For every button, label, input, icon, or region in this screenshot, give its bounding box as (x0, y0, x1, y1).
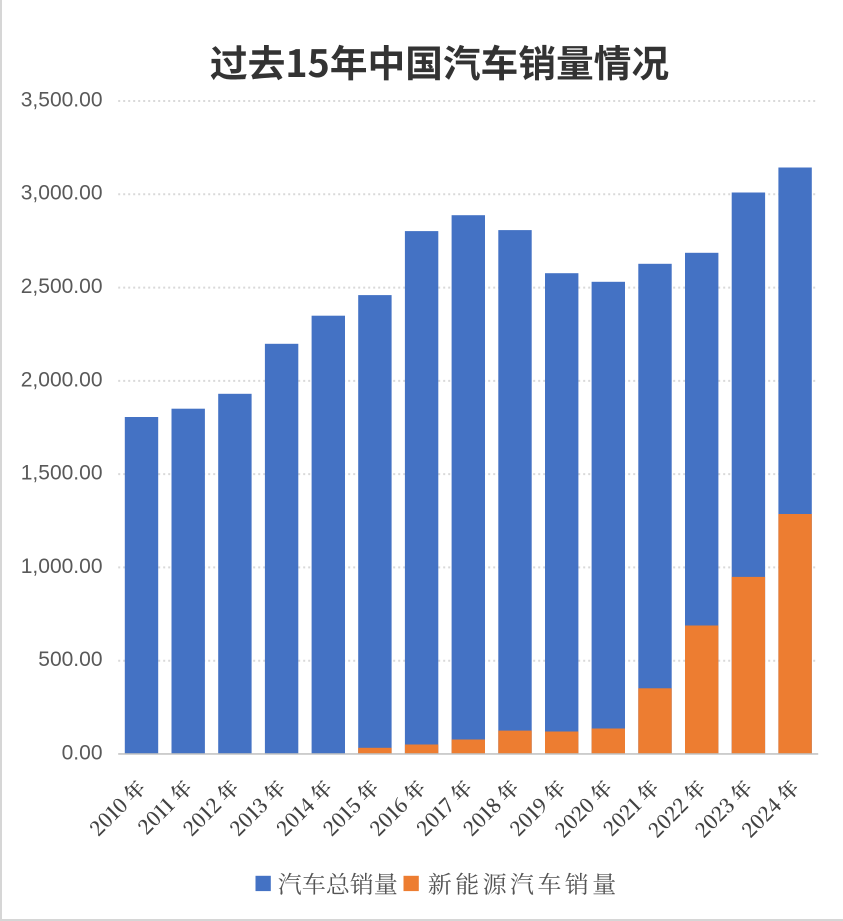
svg-text:3,500.00: 3,500.00 (21, 88, 103, 111)
svg-text:2,500.00: 2,500.00 (21, 275, 103, 298)
svg-text:2,000.00: 2,000.00 (21, 368, 103, 391)
svg-text:0.00: 0.00 (62, 741, 103, 764)
svg-text:3,000.00: 3,000.00 (21, 182, 103, 205)
svg-text:1,500.00: 1,500.00 (21, 462, 103, 485)
svg-text:500.00: 500.00 (38, 648, 102, 671)
svg-text:1,000.00: 1,000.00 (21, 555, 103, 578)
